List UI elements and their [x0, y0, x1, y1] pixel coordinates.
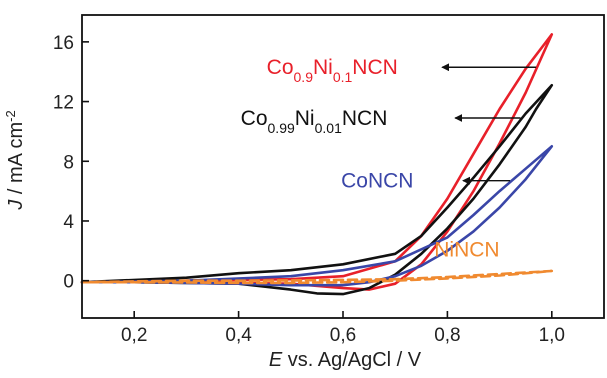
y-tick-label: 0	[63, 272, 74, 293]
series-line-3	[80, 269, 554, 285]
y-tick-label: 4	[63, 212, 74, 233]
series-line-2	[80, 145, 554, 287]
x-tick-label: 0,2	[121, 325, 147, 346]
series-line-1	[80, 83, 554, 296]
series-label-1: Co0.99Ni0.01NCN	[241, 107, 388, 136]
series-label-3: NiNCN	[434, 238, 499, 261]
x-tick-label: 0,6	[330, 325, 356, 346]
series-label-2: CoNCN	[341, 170, 413, 193]
x-axis-label: E vs. Ag/AgCl / V	[269, 349, 422, 371]
y-tick-label: 8	[63, 152, 74, 173]
x-tick-label: 1,0	[539, 325, 565, 346]
x-tick-label: 0,4	[225, 325, 252, 346]
y-tick-label: 16	[53, 33, 74, 54]
y-axis-label: J / mA cm-2	[3, 110, 28, 210]
y-tick-label: 12	[53, 93, 74, 114]
x-tick-label: 0,8	[434, 325, 460, 346]
series-label-0: Co0.9Ni0.1NCN	[267, 56, 398, 85]
series-line-0	[80, 33, 554, 291]
